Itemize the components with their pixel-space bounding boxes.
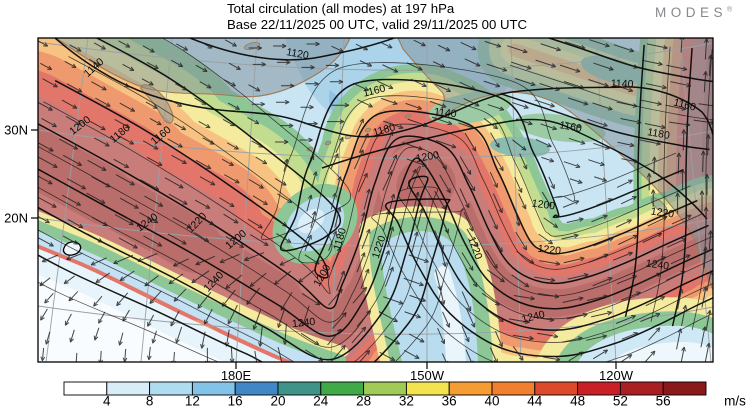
- modes-logo: MODES®: [655, 5, 732, 20]
- contour-label: 1160: [672, 97, 697, 114]
- contour-label: 1220: [650, 205, 675, 220]
- map-frame: 30N 20N 180E 150W 120W: [4, 37, 714, 383]
- colorbar-tick-label: 12: [185, 394, 200, 408]
- colorbar-tick-label: 16: [228, 394, 243, 408]
- chart-header: Total circulation (all modes) at 197 hPa…: [227, 1, 527, 32]
- lon-tick-label: 120W: [599, 368, 634, 383]
- chart-subtitle: Base 22/11/2025 00 UTC, valid 29/11/2025…: [227, 16, 528, 32]
- colorbar-tick-label: 40: [484, 394, 499, 408]
- colorbar-tick-label: 8: [146, 394, 154, 408]
- colorbar-unit-label: m/s: [724, 394, 746, 408]
- colorbar-tick-label: 4: [103, 394, 111, 408]
- lat-tick-label: 30N: [4, 123, 28, 138]
- contour-label: 1220: [537, 243, 562, 257]
- colorbar-tick-label: 56: [656, 394, 671, 408]
- colorbar-cell: [106, 381, 151, 396]
- lon-tick-label: 150W: [410, 368, 445, 383]
- field-layer: [38, 38, 713, 362]
- colorbar-tick-label: 52: [613, 394, 628, 408]
- coastline-layer: [55, 38, 713, 291]
- colorbar-tick-label: 44: [527, 394, 543, 408]
- colorbar-tick-label: 28: [356, 394, 371, 408]
- chart-title: Total circulation (all modes) at 197 hPa: [227, 1, 455, 16]
- contour-label: 1120: [285, 46, 309, 62]
- colorbar-cell: [63, 381, 108, 396]
- contour-label: 1140: [611, 78, 634, 91]
- colorbar-tick-label: 24: [313, 394, 329, 408]
- modes-logo-text: MODES: [655, 5, 728, 20]
- registered-mark-icon: ®: [727, 6, 733, 14]
- contour-label: 1200: [415, 149, 440, 165]
- contour-label: 1200: [531, 197, 556, 212]
- contour-label: 1240: [645, 257, 670, 272]
- colorbar-tick-label: 48: [570, 394, 585, 408]
- lon-tick-label: 180E: [221, 368, 252, 383]
- contour-layer: [38, 38, 713, 362]
- contour-label: 1140: [433, 106, 457, 120]
- colorbar-tick-label: 36: [442, 394, 457, 408]
- colorbar: 4 8 12 16 20 24 28 32 36 40 44 48 52 56 m/s: [63, 381, 746, 408]
- wind-arrow-layer: [38, 38, 713, 362]
- lat-tick-label: 20N: [4, 211, 28, 226]
- colorbar-tick-label: 32: [399, 394, 414, 408]
- contour-label: 1160: [558, 119, 582, 135]
- colorbar-tick-label: 20: [270, 394, 285, 408]
- contour-label: 1160: [362, 82, 387, 99]
- colorbar-cell: [662, 381, 707, 396]
- contour-label: 1180: [646, 126, 670, 142]
